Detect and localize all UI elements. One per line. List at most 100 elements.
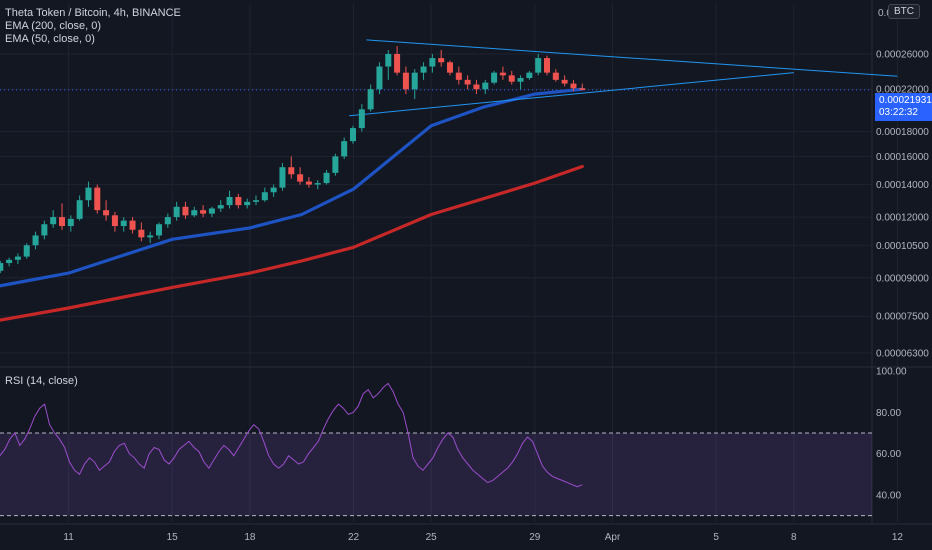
candle xyxy=(491,70,498,85)
candle xyxy=(6,257,13,267)
candle xyxy=(473,79,480,95)
top-axis-label: 0.00 xyxy=(878,8,897,19)
grid xyxy=(0,0,932,525)
candle xyxy=(279,163,286,191)
candle xyxy=(411,69,418,100)
rsi-tick-label: 80.00 xyxy=(876,408,901,419)
candle xyxy=(482,79,489,95)
candle xyxy=(455,66,462,85)
price-tick-label: 0.00012000 xyxy=(876,213,929,224)
candle xyxy=(332,153,339,176)
candle xyxy=(385,49,392,80)
candle xyxy=(244,198,251,209)
candle xyxy=(544,55,551,76)
candle xyxy=(570,79,577,92)
price-tick-label: 0.00009000 xyxy=(876,273,929,284)
current-price: 0.00021931 xyxy=(879,95,932,106)
candle xyxy=(535,54,542,76)
candle xyxy=(173,201,180,221)
trendlines xyxy=(349,39,898,117)
time-tick-label: 8 xyxy=(791,532,797,543)
price-tick-label: 0.00014000 xyxy=(876,180,929,191)
chart-legend: Theta Token / Bitcoin, 4h, BINANCE EMA (… xyxy=(5,7,181,46)
candle xyxy=(314,180,321,190)
candle xyxy=(305,177,312,188)
candle xyxy=(32,231,39,250)
candle xyxy=(552,69,559,82)
price-tick-label: 0.00007500 xyxy=(876,312,929,323)
time-tick-label: 11 xyxy=(63,532,74,543)
candle xyxy=(67,215,74,232)
candle xyxy=(14,253,21,265)
time-tick-label: 18 xyxy=(244,532,256,543)
candle xyxy=(94,184,101,214)
candle xyxy=(23,243,30,259)
rsi-series-line xyxy=(0,382,583,488)
rsi-line xyxy=(0,382,583,488)
y-axis-rsi: 100.00 80.00 60.00 40.00 xyxy=(876,367,907,502)
candle xyxy=(147,231,154,244)
time-tick-label: Apr xyxy=(605,532,621,543)
rsi-tick-label: 60.00 xyxy=(876,449,901,460)
candle xyxy=(358,104,365,132)
rsi-band xyxy=(0,432,872,517)
time-tick-label: 22 xyxy=(348,532,360,543)
candle xyxy=(253,195,260,206)
candle xyxy=(76,195,83,221)
rsi-tick-label: 100.00 xyxy=(876,367,907,378)
current-price-badge: 0.00021931 03:22:32 xyxy=(875,93,932,121)
rsi-legend: RSI (14, close) xyxy=(5,375,78,388)
candle xyxy=(0,260,4,274)
candle xyxy=(111,211,118,232)
time-tick-label: 12 xyxy=(892,532,904,543)
candle xyxy=(85,181,92,207)
candle xyxy=(508,70,515,85)
candle xyxy=(429,54,436,73)
candle xyxy=(526,70,533,80)
candle xyxy=(129,217,136,234)
time-tick-label: 5 xyxy=(713,532,719,543)
candle xyxy=(235,193,242,209)
price-tick-label: 0.00016000 xyxy=(876,152,929,163)
ema200-label: EMA (200, close, 0) xyxy=(5,20,101,32)
time-tick-label: 15 xyxy=(167,532,179,543)
candle xyxy=(367,84,374,112)
candles xyxy=(0,46,586,274)
candle xyxy=(208,206,215,218)
candle xyxy=(341,137,348,160)
ema50-label: EMA (50, close, 0) xyxy=(5,33,95,45)
candle xyxy=(447,60,454,76)
time-tick-label: 29 xyxy=(529,532,541,543)
symbol-title: Theta Token / Bitcoin, 4h, BINANCE xyxy=(5,7,181,19)
price-tick-label: 0.00006300 xyxy=(876,349,929,360)
ema200-line xyxy=(0,164,584,322)
price-tick-label: 0.00018000 xyxy=(876,127,929,138)
currency-badge[interactable]: BTC xyxy=(888,4,920,19)
candle xyxy=(402,66,409,95)
candle xyxy=(350,125,357,144)
candle xyxy=(191,206,198,218)
candle xyxy=(499,66,506,80)
y-axis-price: 0.00026000 0.00022000 0.00018000 0.00016000… xyxy=(876,50,929,360)
candle xyxy=(323,170,330,185)
candle xyxy=(297,167,304,185)
x-axis: 11 15 18 22 25 29 Apr 5 8 12 xyxy=(63,532,903,543)
time-tick-label: 25 xyxy=(426,532,438,543)
candle xyxy=(156,222,163,240)
series-line xyxy=(0,164,584,322)
candle xyxy=(579,83,586,91)
candle xyxy=(103,200,110,221)
rsi-band-fill xyxy=(0,433,872,516)
candle xyxy=(182,201,189,219)
candle xyxy=(41,220,48,240)
price-tick-label: 0.00022000 xyxy=(876,85,929,96)
candle xyxy=(464,75,471,90)
candle xyxy=(226,190,233,209)
candle xyxy=(164,213,171,228)
rsi-label: RSI (14, close) xyxy=(5,375,78,387)
candle xyxy=(420,62,427,80)
candle xyxy=(270,184,277,197)
candle xyxy=(138,222,145,242)
price-tick-label: 0.00010500 xyxy=(876,241,929,252)
rsi-tick-label: 40.00 xyxy=(876,491,901,502)
